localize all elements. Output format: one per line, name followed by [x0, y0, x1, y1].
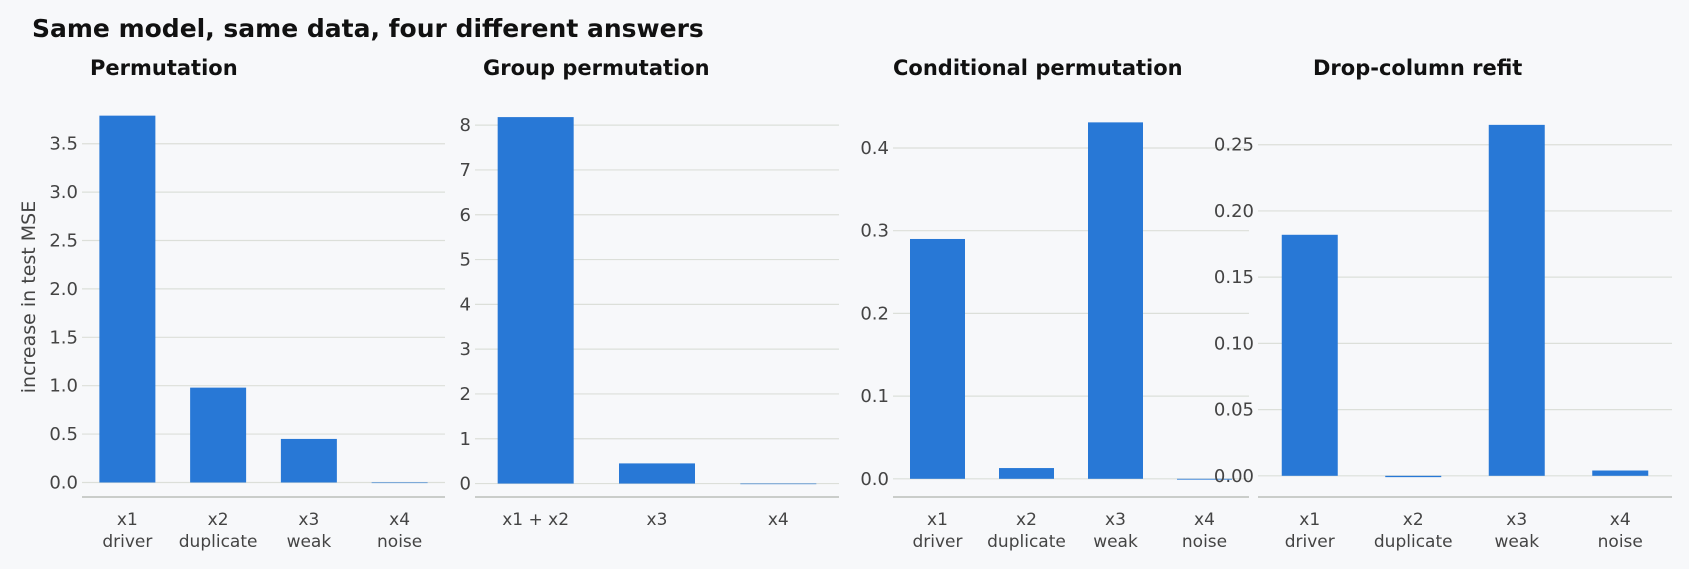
- bar-1: [910, 238, 965, 479]
- x-tick-label: x4 noise: [377, 510, 422, 552]
- y-tick-label: 1.0: [49, 376, 78, 397]
- y-tick-label: 0.15: [1214, 267, 1254, 288]
- chart-panel-2: Group permutation 0 1 2 3 4 5 6 7 8 x1 + x2 x3 x4: [460, 56, 839, 530]
- bar-2: [190, 387, 247, 483]
- bar-1: [1281, 234, 1338, 476]
- x-tick-label: x3 weak: [1494, 510, 1539, 552]
- y-tick-label: 0.1: [860, 386, 889, 407]
- bar-1: [99, 115, 156, 483]
- bar-3: [1088, 122, 1143, 479]
- y-tick-label: 0.4: [860, 138, 889, 159]
- x-tick-label: x1 driver: [912, 510, 962, 552]
- bar-4: [1592, 470, 1649, 476]
- bar-4: [1177, 478, 1232, 480]
- bar-3: [740, 483, 817, 485]
- panel-title: Permutation: [90, 56, 238, 80]
- bar-3: [1488, 124, 1545, 476]
- chart-panel-4: Drop-column refit 0.00 0.05 0.10 0.15 0.20 0.2…: [1214, 56, 1672, 552]
- x-tick-label: x3 weak: [287, 510, 332, 552]
- y-tick-label: 2: [460, 384, 471, 405]
- y-tick-label: 0.0: [49, 472, 78, 493]
- y-tick-label: 3: [460, 339, 471, 360]
- y-tick-label: 0.0: [860, 469, 889, 490]
- y-tick-label: 2.5: [49, 231, 78, 252]
- figure-title: Same model, same data, four different an…: [32, 14, 704, 43]
- y-tick-label: 0.25: [1214, 135, 1254, 156]
- x-tick-label: x4 noise: [1598, 510, 1643, 552]
- bar-1: [497, 117, 574, 484]
- x-tick-label: x2 duplicate: [179, 510, 258, 552]
- x-tick-label: x4: [768, 510, 789, 530]
- x-tick-label: x3: [647, 510, 668, 530]
- y-tick-label: 0.05: [1214, 400, 1254, 421]
- y-tick-label: 0.3: [860, 221, 889, 242]
- y-tick-label: 4: [460, 294, 471, 315]
- x-tick-label: x3 weak: [1093, 510, 1138, 552]
- x-tick-label: x2 duplicate: [1374, 510, 1453, 552]
- y-tick-label: 1: [460, 429, 471, 450]
- y-tick-label: 0.20: [1214, 201, 1254, 222]
- y-axis-label: increase in test MSE: [18, 201, 40, 393]
- y-tick-label: 8: [460, 115, 471, 136]
- x-tick-label: x4 noise: [1182, 510, 1227, 552]
- x-tick-label: x1 driver: [102, 510, 152, 552]
- x-tick-label: x1 + x2: [502, 510, 569, 530]
- y-tick-label: 6: [460, 205, 471, 226]
- y-tick-label: 3.0: [49, 182, 78, 203]
- bar-3: [280, 438, 337, 483]
- y-tick-label: 0.2: [860, 303, 889, 324]
- y-tick-label: 1.5: [49, 327, 78, 348]
- x-tick-label: x1 driver: [1285, 510, 1335, 552]
- chart-panel-1: Permutation 0.0 0.5 1.0 1.5 2.0 2.5 3.0 3.5 x1 dri…: [18, 56, 445, 552]
- bar-2: [1385, 475, 1442, 478]
- y-tick-label: 5: [460, 250, 471, 271]
- x-tick-label: x2 duplicate: [987, 510, 1066, 552]
- y-tick-label: 3.5: [49, 134, 78, 155]
- chart-panel-3: Conditional permutation 0.0 0.1 0.2 0.3 0.4 x1…: [860, 56, 1249, 552]
- y-tick-label: 0.00: [1214, 466, 1254, 487]
- y-tick-label: 0: [460, 474, 471, 495]
- bar-2: [999, 468, 1054, 479]
- panel-title: Conditional permutation: [893, 56, 1183, 80]
- panel-title: Group permutation: [483, 56, 710, 80]
- bar-2: [619, 463, 695, 484]
- bar-4: [371, 482, 428, 484]
- y-tick-label: 0.5: [49, 424, 78, 445]
- y-tick-label: 2.0: [49, 279, 78, 300]
- panel-title: Drop-column refit: [1313, 56, 1522, 80]
- y-tick-label: 0.10: [1214, 333, 1254, 354]
- y-tick-label: 7: [460, 160, 471, 181]
